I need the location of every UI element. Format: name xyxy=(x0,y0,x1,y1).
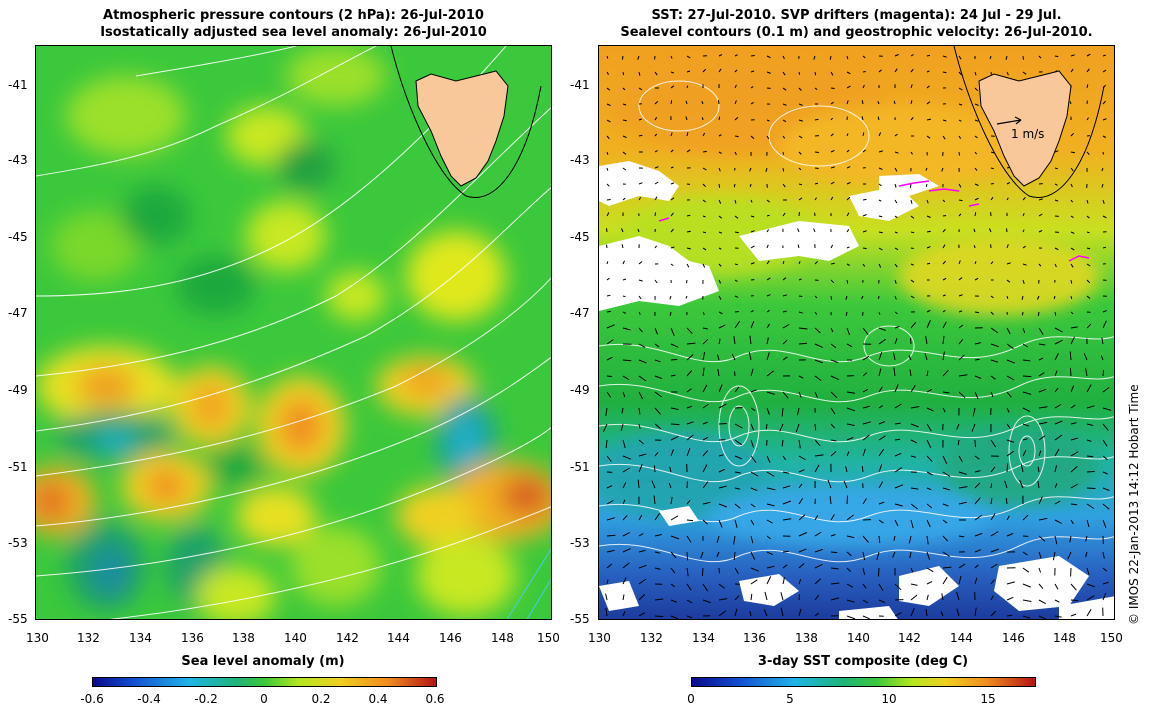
right-xtick: 148 xyxy=(1053,631,1076,645)
sla-map-graphic xyxy=(36,46,551,619)
velocity-arrow-field xyxy=(603,53,1112,619)
left-xtick: 144 xyxy=(387,631,410,645)
right-xtick: 140 xyxy=(847,631,870,645)
scale-arrow-label: 1 m/s xyxy=(1011,127,1044,141)
sst-colorbar xyxy=(691,677,1036,687)
right-xtick: 134 xyxy=(692,631,715,645)
left-cbtick: -0.4 xyxy=(137,692,161,706)
left-ytick: -47 xyxy=(8,306,28,320)
right-xtick: 130 xyxy=(588,631,611,645)
left-cbtick: -0.6 xyxy=(80,692,104,706)
right-xtick: 136 xyxy=(743,631,766,645)
left-ytick: -55 xyxy=(8,612,28,626)
velocity-scale-arrow: 1 m/s xyxy=(996,116,1044,141)
sea-level-colorbar xyxy=(92,677,437,687)
right-ytick: -43 xyxy=(570,153,590,167)
left-ytick: -49 xyxy=(8,383,28,397)
left-xtick: 134 xyxy=(129,631,152,645)
left-xtick: 138 xyxy=(232,631,255,645)
right-ytick: -55 xyxy=(570,612,590,626)
left-ytick: -45 xyxy=(8,230,28,244)
left-xtick: 130 xyxy=(26,631,49,645)
right-ytick: -41 xyxy=(570,78,590,92)
left-xtick: 136 xyxy=(181,631,204,645)
left-xtick: 148 xyxy=(491,631,514,645)
left-xtick: 150 xyxy=(537,631,560,645)
sst-map: 1 m/s xyxy=(598,45,1115,620)
right-ytick: -49 xyxy=(570,383,590,397)
right-cbtick: 5 xyxy=(786,692,794,706)
right-cbtick: 15 xyxy=(980,692,996,706)
right-title-line1: SST: 27-Jul-2010. SVP drifters (magenta)… xyxy=(651,8,1062,23)
right-xtick: 146 xyxy=(1002,631,1025,645)
tasmania-land xyxy=(415,70,509,187)
left-ytick: -41 xyxy=(8,78,28,92)
left-title-line1: Atmospheric pressure contours (2 hPa): 2… xyxy=(103,8,484,23)
right-ytick: -47 xyxy=(570,306,590,320)
right-cbtick: 10 xyxy=(881,692,897,706)
left-ytick: -43 xyxy=(8,153,28,167)
left-title-line2: Isostatically adjusted sea level anomaly… xyxy=(100,25,487,40)
left-ytick: -53 xyxy=(8,536,28,550)
credit-text: © IMOS 22-Jan-2013 14:12 Hobart Time xyxy=(1127,384,1141,625)
drifter-tracks xyxy=(658,180,1090,262)
right-title-line2: Sealevel contours (0.1 m) and geostrophi… xyxy=(620,25,1093,40)
tasmania-land-sst xyxy=(978,70,1072,187)
sea-level-anomaly-map xyxy=(35,45,552,620)
right-colorbar-label: 3-day SST composite (deg C) xyxy=(757,654,969,669)
left-cbtick: 0 xyxy=(260,692,268,706)
left-xtick: 146 xyxy=(439,631,462,645)
left-xtick: 142 xyxy=(336,631,359,645)
left-cbtick: 0.4 xyxy=(368,692,388,706)
right-xtick: 142 xyxy=(898,631,921,645)
right-cbtick: 0 xyxy=(687,692,695,706)
left-panel-title: Atmospheric pressure contours (2 hPa): 2… xyxy=(35,7,552,41)
left-cbtick: 0.6 xyxy=(425,692,445,706)
right-ytick: -45 xyxy=(570,230,590,244)
left-xtick: 132 xyxy=(77,631,100,645)
left-colorbar-label: Sea level anomaly (m) xyxy=(181,654,345,669)
right-xtick: 150 xyxy=(1100,631,1123,645)
right-ytick: -53 xyxy=(570,536,590,550)
right-panel-title: SST: 27-Jul-2010. SVP drifters (magenta)… xyxy=(598,7,1115,41)
right-xtick: 132 xyxy=(640,631,663,645)
sst-map-graphic: 1 m/s xyxy=(599,46,1114,619)
left-ytick: -51 xyxy=(8,460,28,474)
left-cbtick: -0.2 xyxy=(194,692,218,706)
left-cbtick: 0.2 xyxy=(311,692,331,706)
right-ytick: -51 xyxy=(570,460,590,474)
left-xtick: 140 xyxy=(284,631,307,645)
right-xtick: 144 xyxy=(950,631,973,645)
right-xtick: 138 xyxy=(795,631,818,645)
